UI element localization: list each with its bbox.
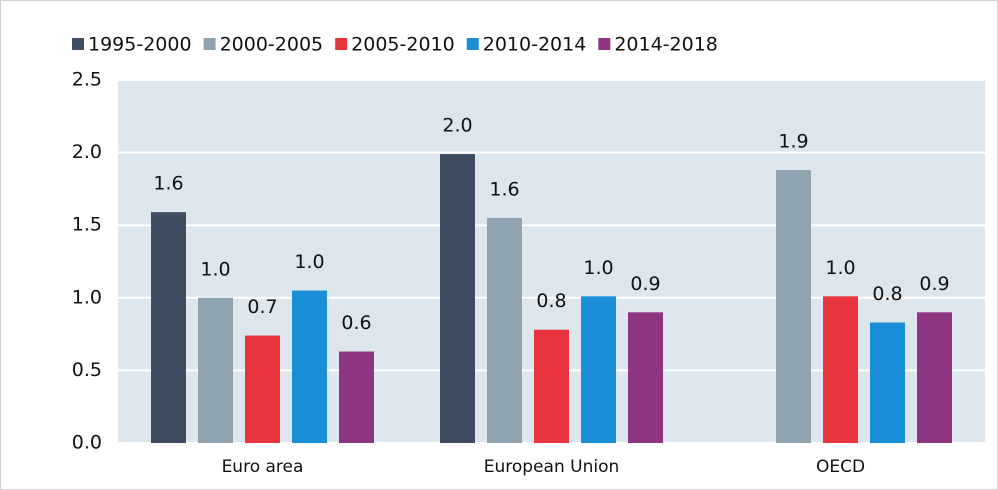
bar [151,212,186,443]
y-tick-label: 1.0 [72,286,102,308]
bar [339,351,374,443]
legend-swatch [72,38,84,50]
legend-label: 2010-2014 [483,34,587,56]
data-label: 0.7 [247,296,277,318]
x-tick-label: European Union [484,457,620,477]
bar [292,290,327,443]
legend-label: 2014-2018 [614,34,718,56]
data-label: 0.8 [536,290,566,312]
y-tick-label: 0.0 [72,432,102,454]
legend-swatch [203,38,216,50]
data-label: 1.6 [489,178,519,200]
bar [487,217,522,443]
bar [628,312,663,443]
data-label: 1.9 [778,131,808,153]
data-label: 0.9 [630,273,660,295]
data-label: 0.6 [341,312,371,334]
bar [198,297,233,443]
data-label: 1.0 [200,258,230,280]
bar [245,335,280,443]
legend-swatch [466,38,479,50]
data-label: 2.0 [442,115,472,137]
bar [776,170,811,444]
x-tick-label: OECD [816,457,865,477]
bar [823,296,858,443]
data-label: 1.0 [294,251,324,273]
x-tick-label: Euro area [222,457,304,477]
bar [870,322,905,443]
legend-label: 1995-2000 [88,34,192,56]
bar [581,296,616,443]
y-tick-label: 2.0 [72,141,102,163]
bar [917,312,952,443]
legend-label: 2000-2005 [220,34,324,56]
y-tick-label: 2.5 [72,69,102,91]
bar [440,154,475,443]
bar [534,329,569,443]
legend-label: 2005-2010 [351,34,455,56]
data-label: 1.0 [825,257,855,279]
data-label: 0.8 [872,283,902,305]
data-label: 1.0 [583,257,613,279]
y-tick-label: 1.5 [72,214,102,236]
data-label: 1.6 [153,173,183,195]
legend-swatch [598,38,611,50]
y-tick-label: 0.5 [72,359,102,381]
data-label: 0.9 [919,273,949,295]
legend-swatch [335,38,348,50]
